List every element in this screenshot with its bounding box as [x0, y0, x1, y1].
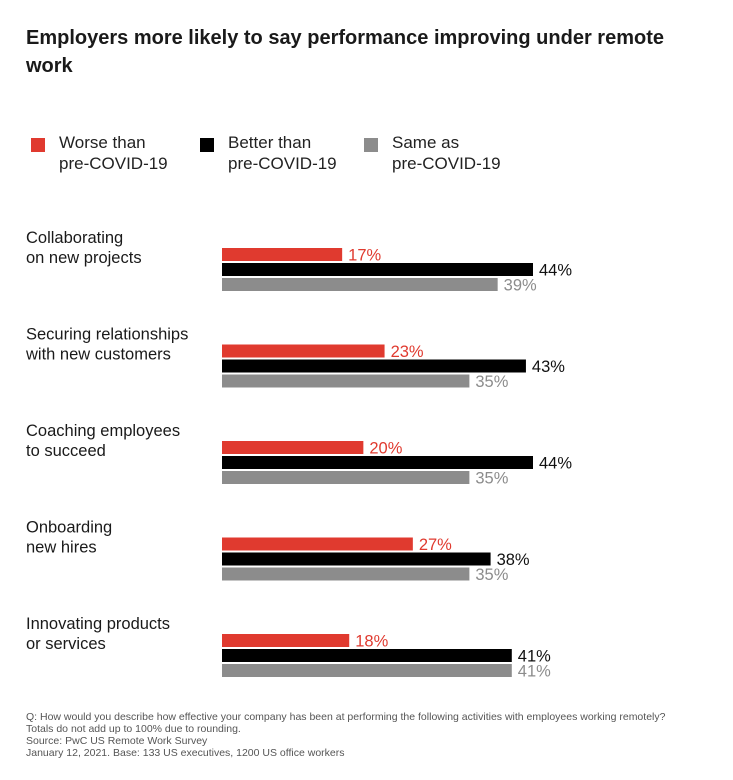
bar-better — [222, 552, 491, 566]
square-swatch-icon — [364, 138, 378, 152]
category-label: Onboarding new hires — [26, 519, 112, 557]
value-label-same: 41% — [518, 663, 551, 681]
category-label-line: Securing relationships — [26, 326, 188, 344]
category-label-line: Onboarding — [26, 519, 112, 537]
square-swatch-icon — [200, 138, 214, 152]
legend-label: Better than pre-COVID-19 — [228, 133, 337, 173]
bar-better — [222, 456, 533, 469]
legend-label: Worse than pre-COVID-19 — [59, 133, 168, 173]
bar-better — [222, 263, 533, 276]
bar-better — [222, 649, 512, 662]
footnote-base: January 12, 2021. Base: 133 US executive… — [26, 747, 345, 759]
category-label: Collaborating on new projects — [26, 229, 142, 267]
value-label-worse: 20% — [369, 440, 402, 458]
value-label-better: 38% — [497, 551, 530, 569]
category-label-line: with new customers — [25, 346, 171, 364]
bar-worse — [222, 441, 364, 454]
footnotes: Q: How would you describe how effective … — [26, 711, 686, 759]
category-label-line: new hires — [26, 539, 97, 557]
bar-same — [222, 664, 512, 677]
bar-same — [222, 567, 470, 581]
value-label-worse: 27% — [419, 536, 452, 554]
legend-label: Same as pre-COVID-19 — [392, 133, 501, 173]
bar-worse — [222, 344, 385, 358]
value-label-better: 44% — [539, 455, 572, 473]
category-label: Securing relationships with new customers — [25, 326, 188, 364]
category-label: Coaching employees to succeed — [26, 422, 180, 460]
value-label-same: 35% — [475, 470, 508, 488]
bar-chart: Collaborating on new projects 17%44%39%Sec… — [25, 229, 572, 681]
value-label-same: 35% — [475, 373, 508, 391]
value-label-better: 44% — [539, 262, 572, 280]
category-label-line: Innovating products — [26, 615, 170, 633]
category-label-line: Collaborating — [26, 229, 123, 247]
square-swatch-icon — [31, 138, 45, 152]
category-label-line: to succeed — [26, 442, 106, 460]
bar-same — [222, 471, 470, 484]
footnote-question: Q: How would you describe how effective … — [26, 711, 666, 723]
chart-title: Employers more likely to say performance… — [26, 27, 664, 77]
value-label-better: 43% — [532, 358, 565, 376]
bar-worse — [222, 248, 343, 261]
footnote-rounding: Totals do not add up to 100% due to roun… — [26, 723, 241, 735]
value-label-better: 41% — [518, 648, 551, 666]
value-label-worse: 18% — [355, 633, 388, 651]
category-label-line: on new projects — [26, 249, 142, 267]
bar-same — [222, 278, 498, 291]
bar-better — [222, 359, 526, 373]
bar-worse — [222, 537, 413, 551]
bar-worse — [222, 634, 350, 647]
category-label-line: or services — [26, 635, 106, 653]
category-label: Innovating products or services — [26, 615, 170, 653]
value-label-worse: 17% — [348, 247, 381, 265]
value-label-same: 39% — [504, 277, 537, 295]
category-label-line: Coaching employees — [26, 422, 180, 440]
value-label-same: 35% — [475, 566, 508, 584]
value-label-worse: 23% — [391, 343, 424, 361]
bar-same — [222, 374, 470, 388]
footnote-source: Source: PwC US Remote Work Survey — [26, 735, 208, 747]
